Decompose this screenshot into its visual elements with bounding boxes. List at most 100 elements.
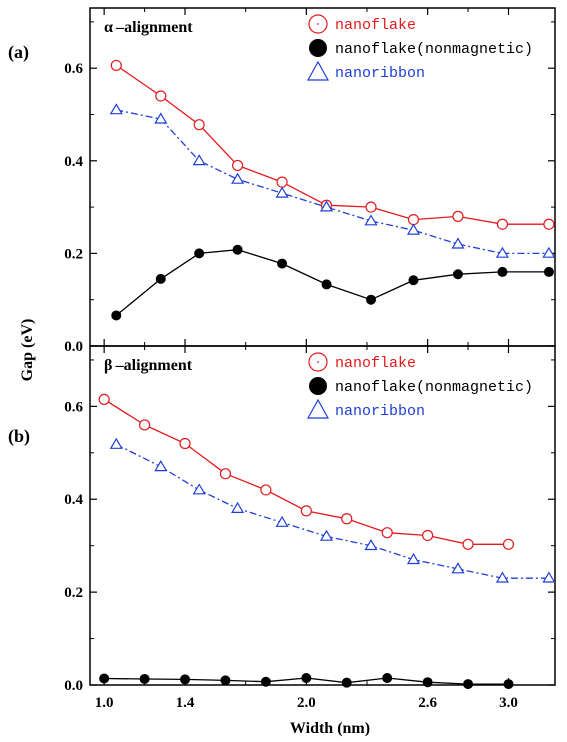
data-point [408,275,419,286]
data-point [381,527,393,539]
data-point [232,244,243,255]
data-point [452,210,464,222]
data-point [193,119,205,131]
series-line-2 [116,109,549,255]
data-point [260,484,272,496]
series-line-0 [115,64,549,225]
panel-label: (a) [8,42,29,63]
x-axis-title: Width (nm) [290,720,370,737]
data-point [179,437,191,450]
legend-marker [309,377,327,395]
x-tick-label: 1.4 [176,695,195,711]
data-point [364,214,378,226]
data-point [275,186,289,198]
legend-marker-dot [317,23,319,25]
data-point [231,501,245,514]
y-tick-label: 0.2 [64,246,83,262]
data-point [155,273,166,284]
y-tick-label: 0.4 [64,492,83,508]
data-point [260,676,271,687]
data-point [451,562,465,574]
series-line-2 [116,443,549,579]
data-point [364,539,378,551]
plot-frame [89,7,556,347]
data-point [275,515,289,527]
data-point [154,112,168,124]
data-point [502,538,515,550]
data-point [192,483,206,495]
data-point [99,673,110,684]
panel-title: α –alignment [104,19,193,36]
data-point [365,201,377,213]
data-point [109,437,123,449]
legend-marker [306,60,330,81]
data-point [300,505,312,517]
data-point [542,571,556,583]
data-point [495,246,509,258]
legend-label: nanoribbon [335,65,425,82]
data-point [452,269,463,280]
x-tick-label: 1.0 [95,695,114,711]
y-tick-label: 0.6 [64,399,83,415]
data-point [366,294,377,305]
data-point [231,159,244,172]
data-point [219,468,232,480]
data-point [496,218,509,230]
data-point [451,237,465,249]
data-point [341,677,352,688]
data-point [463,679,474,690]
series-line-1 [115,249,549,316]
panel-label: (b) [8,426,30,447]
x-tick-label: 2.0 [297,695,316,711]
data-point [407,213,420,226]
data-point [543,266,554,277]
data-point [319,200,334,212]
legend-marker-dot [317,361,319,363]
legend-label: nanoflake(nonmagnetic) [335,41,533,58]
data-point [155,90,167,102]
panel-b: 0.0 0.2 0.4 0.6 1.0 1.4 2.0 2.6 3.0 (b) β –alignme… [8,345,556,711]
y-tick-label: 0.4 [64,154,83,170]
plot-frame [89,345,556,686]
data-point [406,552,421,565]
data-point [231,172,245,184]
data-point [301,673,312,684]
data-point [110,59,122,72]
y-tick-label: 0.0 [64,339,83,355]
data-point [194,248,205,259]
y-tick-label: 0.2 [64,585,83,601]
series-line-0 [103,398,509,545]
data-point [422,677,433,688]
legend-marker [309,39,327,57]
data-point [138,419,151,431]
data-point [321,279,332,290]
data-point [503,679,514,690]
data-point [382,673,393,684]
data-point [111,310,122,321]
y-tick-label: 0.0 [64,678,83,694]
legend-label: nanoflake [335,17,416,34]
legend-label: nanoflake [335,355,416,372]
data-point [319,529,334,541]
legend-label: nanoflake(nonmagnetic) [335,379,533,396]
data-point [422,529,434,542]
data-point [276,176,288,188]
data-point [277,258,288,269]
data-point [341,513,353,525]
x-tick-label: 3.0 [499,695,518,711]
data-point [495,571,509,583]
y-axis-title: Gap (eV) [19,319,36,382]
data-point [542,246,556,258]
data-point [543,218,555,230]
legend-marker [306,398,330,419]
data-point [98,393,110,406]
data-point [497,266,508,277]
data-point [109,103,123,115]
legend-label: nanoribbon [335,403,425,420]
data-point [139,673,150,684]
y-tick-label: 0.6 [64,61,83,77]
panel-a: 0.0 0.2 0.4 0.6 (a) α –alignment nanoflake nano… [8,7,556,355]
data-point [192,154,206,166]
data-point [154,460,168,472]
panel-title: β –alignment [104,357,193,374]
